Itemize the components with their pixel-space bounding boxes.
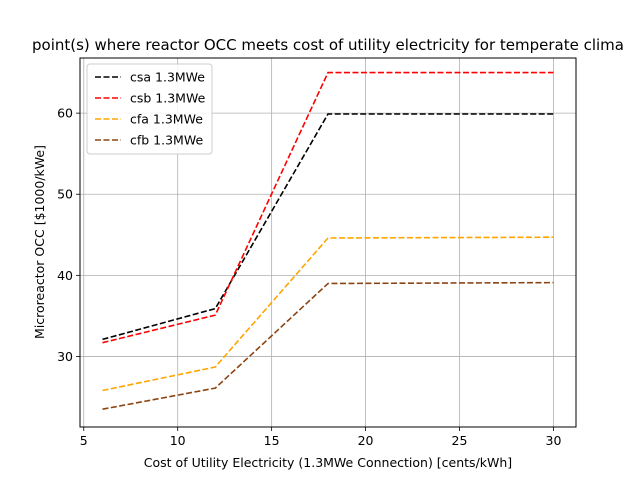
y-tick-label: 60: [57, 106, 73, 121]
x-tick-label: 15: [264, 433, 280, 448]
series-line-2: [102, 71, 554, 344]
y-tick-label: 40: [57, 268, 73, 283]
y-axis-label: Microreactor OCC [$1000/kWe]: [32, 145, 47, 339]
x-tick-label: 25: [452, 433, 468, 448]
x-tick-label: 10: [170, 433, 186, 448]
x-axis-label: Cost of Utility Electricity (1.3MWe Conn…: [144, 455, 512, 470]
x-tick-label: 5: [80, 433, 88, 448]
axis-ticks: 5 10 15 20 25 30 30 40 50 60: [57, 106, 561, 448]
plot-frame: [79, 57, 577, 428]
y-tick-label: 30: [57, 349, 73, 364]
series-line-3: [102, 236, 554, 392]
x-tick-label: 20: [358, 433, 374, 448]
series-lines: [102, 71, 554, 410]
legend-label: csb 1.3MWe: [130, 91, 206, 106]
series-line-4: [102, 281, 554, 410]
series-line-1: [102, 113, 554, 341]
legend-box: [86, 63, 213, 155]
legend-label: cfa 1.3MWe: [130, 112, 203, 127]
chart-title: point(s) where reactor OCC meets cost of…: [32, 36, 624, 54]
y-tick-label: 50: [57, 187, 73, 202]
legend-label: cfb 1.3MWe: [130, 133, 203, 148]
x-tick-label: 30: [546, 433, 562, 448]
legend: csa 1.3MWe csb 1.3MWe cfa 1.3MWe cfb 1.3MWe: [86, 63, 213, 155]
legend-label: csa 1.3MWe: [130, 70, 205, 85]
